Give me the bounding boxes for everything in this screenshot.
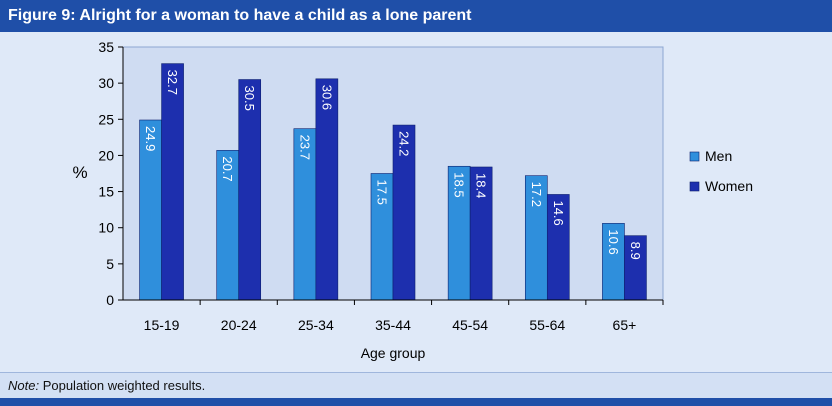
- data-label: 17.5: [375, 180, 390, 205]
- note-label: Note:: [8, 378, 40, 393]
- data-label: 10.6: [606, 229, 621, 254]
- y-tick-label: 15: [98, 184, 114, 200]
- x-axis-label: Age group: [361, 345, 426, 361]
- note-text: Population weighted results.: [39, 378, 206, 393]
- y-tick-label: 0: [106, 292, 114, 308]
- data-label: 32.7: [165, 70, 180, 95]
- y-tick-label: 30: [98, 75, 114, 91]
- y-tick-label: 20: [98, 147, 114, 163]
- data-label: 18.4: [474, 173, 489, 198]
- data-label: 18.5: [452, 172, 467, 197]
- x-tick-label: 25-34: [298, 317, 334, 333]
- data-label: 30.5: [242, 86, 257, 111]
- bar-women-15-19: [161, 63, 184, 301]
- data-label: 8.9: [628, 242, 643, 260]
- y-tick-label: 5: [106, 256, 114, 272]
- data-label: 23.7: [297, 135, 312, 160]
- figure-title: Figure 9: Alright for a woman to have a …: [0, 0, 832, 32]
- legend-swatch-women: [689, 181, 700, 192]
- legend-label-men: Men: [705, 148, 732, 164]
- x-tick-label: 20-24: [221, 317, 257, 333]
- y-tick-label: 35: [98, 39, 114, 55]
- bar-women-20-24: [238, 79, 262, 301]
- bar-women-25-34: [315, 78, 339, 301]
- note: Note: Population weighted results.: [0, 372, 832, 398]
- data-label: 20.7: [220, 156, 235, 181]
- y-tick-label: 25: [98, 111, 114, 127]
- data-label: 17.2: [529, 182, 544, 207]
- data-label: 30.6: [319, 85, 334, 110]
- y-tick-label: 10: [98, 220, 114, 236]
- y-axis-label: %: [72, 163, 87, 182]
- bar-chart: 24.9 32.7 20.7 30.5 23.7 30.6 17.5 24.2 18.5 18.4…: [72, 39, 753, 361]
- x-tick-label: 45-54: [452, 317, 488, 333]
- x-tick-label: 35-44: [375, 317, 411, 333]
- x-tick-label: 15-19: [144, 317, 180, 333]
- data-label: 14.6: [551, 200, 566, 225]
- x-tick-label: 65+: [613, 317, 637, 333]
- legend-swatch-men: [689, 151, 700, 162]
- bottom-stripe: [0, 398, 832, 406]
- data-label: 24.2: [397, 131, 412, 156]
- data-label: 24.9: [143, 126, 158, 151]
- legend-label-women: Women: [705, 178, 753, 194]
- x-tick-label: 55-64: [529, 317, 565, 333]
